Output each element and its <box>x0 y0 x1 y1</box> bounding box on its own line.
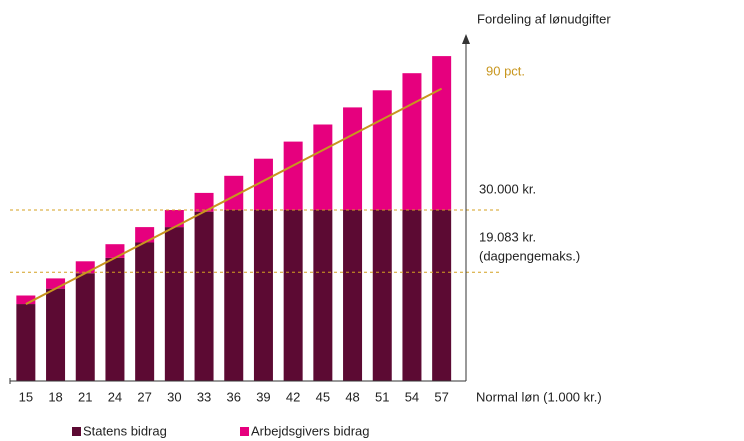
x-tick-label: 54 <box>405 389 419 404</box>
bar-segment <box>283 141 303 210</box>
bar-segment <box>46 278 66 289</box>
line-series <box>25 87 443 305</box>
bar-segment <box>313 124 333 210</box>
legend-label: Statens bidrag <box>83 423 167 438</box>
bar-segment <box>402 73 422 210</box>
x-tick-label: 30 <box>167 389 181 404</box>
bar-segment <box>224 175 244 210</box>
y-axis-arrow <box>462 34 470 44</box>
line-label: 90 pct. <box>486 63 525 78</box>
x-tick-label: 33 <box>197 389 211 404</box>
bar-segment <box>194 192 214 212</box>
bar-segment <box>313 210 333 381</box>
bar-segment <box>135 227 155 243</box>
bar-segment <box>46 288 66 381</box>
bar-segment <box>16 304 36 381</box>
x-tick-label: 42 <box>286 389 300 404</box>
reference-label: 30.000 kr. <box>479 181 536 196</box>
bar-segment <box>224 210 244 381</box>
x-tick-label: 57 <box>434 389 448 404</box>
x-tick-label: 15 <box>19 389 33 404</box>
bar-segment <box>402 210 422 381</box>
reference-sublabel: (dagpengemaks.) <box>479 248 580 263</box>
bar-segment <box>343 210 363 381</box>
bar-segment <box>164 227 184 381</box>
bar-segment <box>105 244 125 258</box>
x-tick-label: 45 <box>316 389 330 404</box>
legend-label: Arbejdsgivers bidrag <box>251 423 370 438</box>
bar-segment <box>164 210 184 228</box>
bar-segment <box>135 242 155 381</box>
x-tick-label: 36 <box>227 389 241 404</box>
legend-swatch <box>72 427 81 436</box>
x-tick-label: 48 <box>345 389 359 404</box>
bar-segment <box>283 210 303 381</box>
x-tick-label: 18 <box>48 389 62 404</box>
x-tick-label: 39 <box>256 389 270 404</box>
x-tick-label: 24 <box>108 389 122 404</box>
x-tick-label: 21 <box>78 389 92 404</box>
bar-segment <box>194 211 214 381</box>
reference-label: 19.083 kr. <box>479 229 536 244</box>
x-tick-label: 27 <box>137 389 151 404</box>
x-tick-label: 51 <box>375 389 389 404</box>
x-axis-label: Normal løn (1.000 kr.) <box>476 389 602 404</box>
bar-segment <box>372 210 392 381</box>
bar-segment <box>372 90 392 210</box>
bar-segment <box>432 210 452 381</box>
y-axis-label: Fordeling af lønudgifter <box>477 11 611 26</box>
bar-segment <box>75 273 95 381</box>
bar-segment <box>253 210 273 381</box>
bar-segment <box>105 257 125 381</box>
bar-segment <box>343 107 363 210</box>
legend-swatch <box>240 427 249 436</box>
bar-segment <box>16 295 36 305</box>
bar-segment <box>75 261 95 274</box>
bar-segment <box>432 56 452 210</box>
bar-segment <box>253 158 273 210</box>
